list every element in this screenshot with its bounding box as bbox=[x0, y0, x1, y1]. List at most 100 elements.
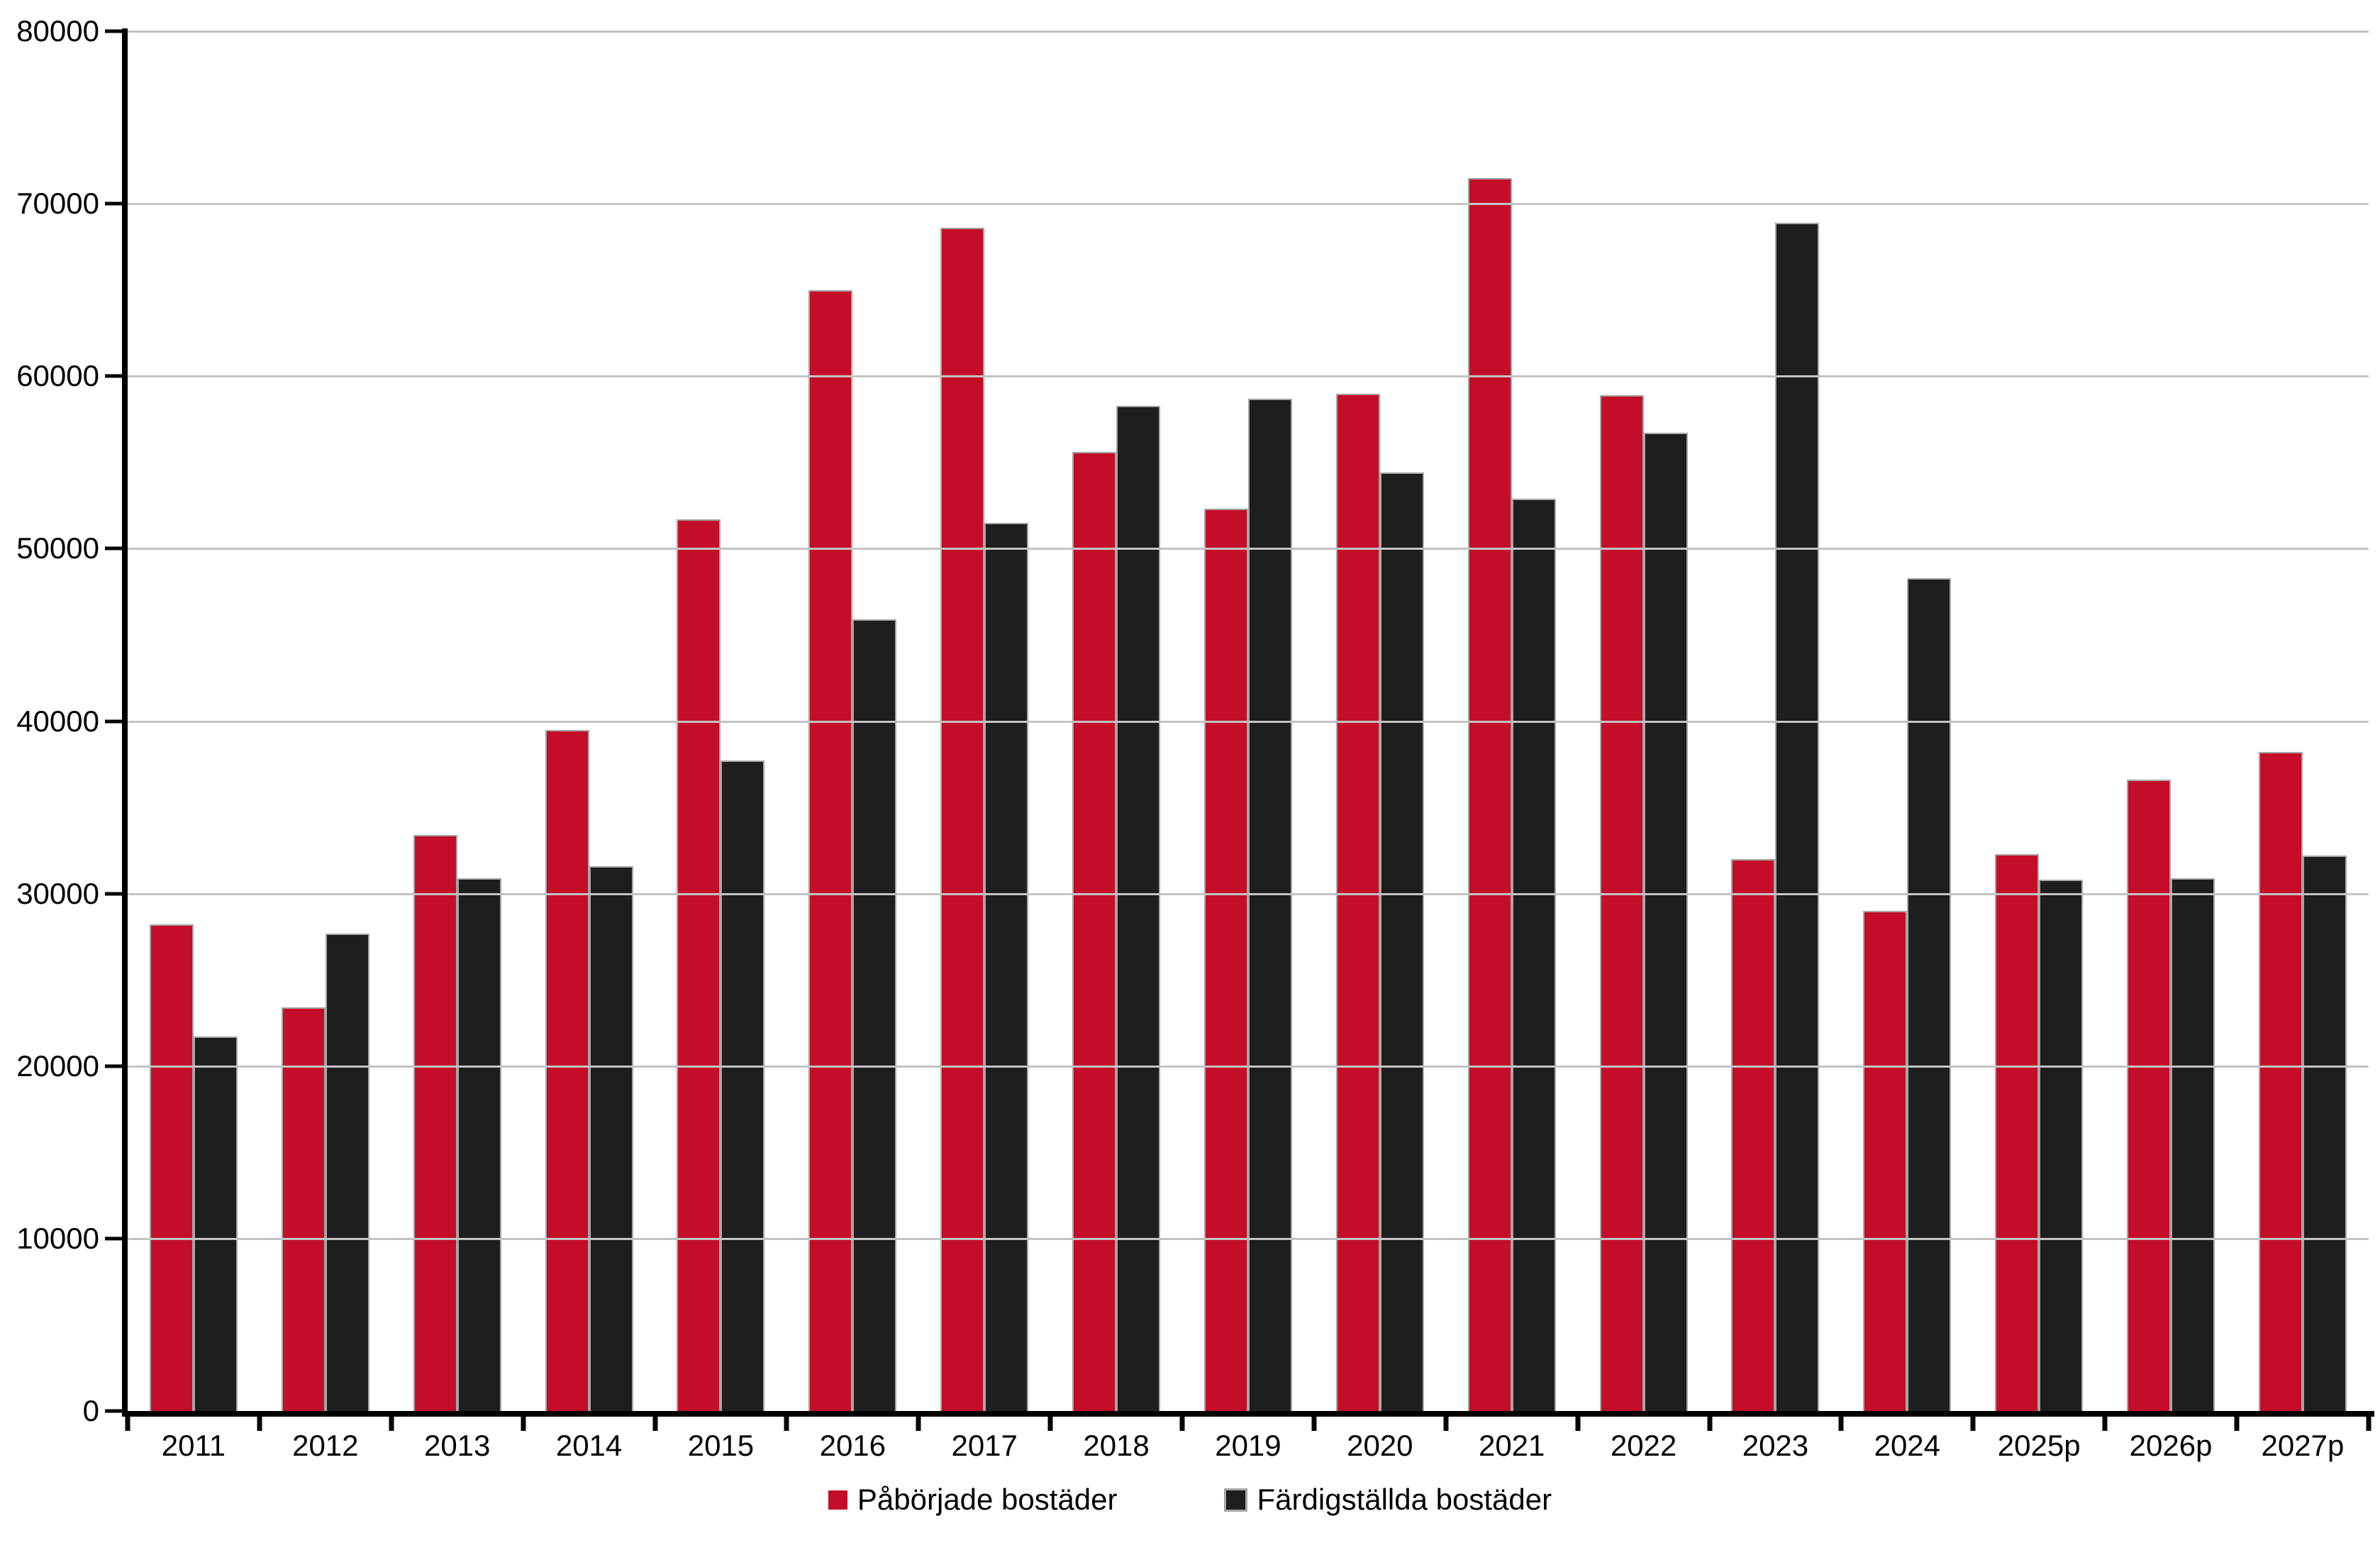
x-tick-label-2024: 2024 bbox=[1874, 1429, 1941, 1462]
x-tick-label-2026p: 2026p bbox=[2129, 1429, 2213, 1462]
plot-area bbox=[128, 31, 2369, 1411]
x-axis-labels: 2011 2012 2013 2014 2015 2016 2017 2018 2019 2020… bbox=[128, 1429, 2369, 1463]
y-axis-ticks bbox=[105, 29, 122, 1413]
gridline-80000 bbox=[128, 31, 2369, 33]
y-tick-mark bbox=[105, 29, 122, 33]
bar-påbörjade-2012 bbox=[281, 1007, 326, 1411]
bar-påbörjade-2013 bbox=[413, 834, 457, 1411]
y-tick-mark bbox=[105, 374, 122, 378]
x-tick-label-2016: 2016 bbox=[819, 1429, 886, 1462]
y-tick-label: 50000 bbox=[16, 531, 99, 565]
x-tick-mark bbox=[2234, 1417, 2240, 1431]
x-tick-mark bbox=[125, 1417, 130, 1431]
bar-påbörjade-2024 bbox=[1863, 910, 1908, 1411]
bar-group-2016 bbox=[786, 31, 918, 1411]
y-tick-label: 0 bbox=[82, 1394, 99, 1427]
x-tick-label-2020: 2020 bbox=[1347, 1429, 1413, 1462]
bar-påbörjade-2015 bbox=[677, 519, 721, 1411]
x-axis-line bbox=[122, 1411, 2374, 1417]
y-tick-mark bbox=[105, 719, 122, 723]
x-tick-label-2027p: 2027p bbox=[2261, 1429, 2345, 1462]
bar-group-2015 bbox=[655, 31, 787, 1411]
x-tick-mark bbox=[389, 1417, 394, 1431]
legend-label-completed: Färdigställda bostäder bbox=[1257, 1483, 1552, 1516]
bar-påbörjade-2019 bbox=[1203, 509, 1248, 1411]
bar-färdigställda-2014 bbox=[589, 865, 633, 1411]
x-tick-mark bbox=[521, 1417, 526, 1431]
y-tick-label: 40000 bbox=[16, 704, 99, 738]
bar-group-2020 bbox=[1314, 31, 1446, 1411]
x-tick-mark bbox=[2366, 1417, 2371, 1431]
gridline-20000 bbox=[128, 1065, 2369, 1068]
bar-group-2022 bbox=[1578, 31, 1710, 1411]
gridline-10000 bbox=[128, 1237, 2369, 1240]
bar-färdigställda-2024 bbox=[1907, 577, 1952, 1411]
bar-färdigställda-2015 bbox=[721, 760, 765, 1411]
y-tick-label: 10000 bbox=[16, 1221, 99, 1255]
x-tick-label-2015: 2015 bbox=[687, 1429, 755, 1462]
x-tick-mark bbox=[2102, 1417, 2108, 1431]
bar-group-2018 bbox=[1050, 31, 1182, 1411]
y-tick-mark bbox=[105, 1409, 122, 1413]
x-tick-mark bbox=[1311, 1417, 1317, 1431]
bar-färdigställda-2016 bbox=[852, 619, 897, 1411]
x-tick-label-2019: 2019 bbox=[1215, 1429, 1281, 1462]
x-tick-label-2012: 2012 bbox=[292, 1429, 359, 1462]
bar-påbörjade-2022 bbox=[1599, 395, 1644, 1411]
bar-group-2013 bbox=[391, 31, 523, 1411]
x-tick-label-2014: 2014 bbox=[555, 1429, 623, 1462]
bar-påbörjade-2018 bbox=[1072, 452, 1117, 1411]
x-tick-mark bbox=[1179, 1417, 1185, 1431]
x-tick-mark bbox=[257, 1417, 262, 1431]
x-tick-mark bbox=[1575, 1417, 1581, 1431]
bar-groups bbox=[128, 31, 2369, 1411]
bar-group-2027p bbox=[2237, 31, 2369, 1411]
bar-group-2025p bbox=[1973, 31, 2105, 1411]
legend: Påbörjade bostäder Färdigställda bostäde… bbox=[0, 1483, 2380, 1517]
bar-färdigställda-2013 bbox=[457, 878, 501, 1411]
x-tick-mark bbox=[916, 1417, 921, 1431]
gridline-70000 bbox=[128, 203, 2369, 206]
legend-swatch-started-icon bbox=[828, 1490, 847, 1510]
bar-påbörjade-2016 bbox=[808, 289, 853, 1411]
bar-group-2021 bbox=[1446, 31, 1578, 1411]
x-tick-label-2023: 2023 bbox=[1742, 1429, 1809, 1462]
bar-påbörjade-2014 bbox=[545, 729, 589, 1411]
bar-group-2024 bbox=[1841, 31, 1973, 1411]
y-axis-line bbox=[122, 28, 128, 1414]
bar-färdigställda-2020 bbox=[1379, 472, 1424, 1411]
bar-färdigställda-2022 bbox=[1643, 433, 1688, 1411]
x-tick-mark bbox=[1443, 1417, 1449, 1431]
gridline-60000 bbox=[128, 375, 2369, 378]
bar-färdigställda-2025p bbox=[2039, 880, 2084, 1411]
x-tick-label-2021: 2021 bbox=[1478, 1429, 1545, 1462]
bar-färdigställda-2023 bbox=[1775, 222, 1820, 1411]
bar-group-2019 bbox=[1182, 31, 1314, 1411]
bar-påbörjade-2011 bbox=[149, 924, 194, 1411]
y-tick-label: 60000 bbox=[16, 359, 99, 393]
bar-påbörjade-2020 bbox=[1335, 393, 1380, 1411]
y-tick-mark bbox=[105, 1064, 122, 1068]
bar-färdigställda-2021 bbox=[1511, 498, 1556, 1411]
x-tick-mark bbox=[1047, 1417, 1053, 1431]
x-tick-mark bbox=[1970, 1417, 1976, 1431]
bar-färdigställda-2018 bbox=[1116, 405, 1161, 1411]
gridline-30000 bbox=[128, 892, 2369, 895]
bar-group-2026p bbox=[2105, 31, 2237, 1411]
x-tick-label-2013: 2013 bbox=[423, 1429, 491, 1462]
x-tick-mark bbox=[652, 1417, 658, 1431]
bar-påbörjade-2025p bbox=[1995, 853, 2040, 1411]
x-tick-label-2022: 2022 bbox=[1610, 1429, 1677, 1462]
y-tick-mark bbox=[105, 546, 122, 550]
bar-group-2014 bbox=[523, 31, 655, 1411]
y-tick-mark bbox=[105, 892, 122, 896]
legend-item-completed: Färdigställda bostäder bbox=[1223, 1483, 1552, 1517]
legend-swatch-completed-icon bbox=[1223, 1488, 1247, 1512]
bar-färdigställda-2017 bbox=[984, 522, 1029, 1411]
bar-påbörjade-2017 bbox=[940, 228, 985, 1411]
y-tick-mark bbox=[105, 201, 122, 206]
y-tick-mark bbox=[105, 1236, 122, 1241]
bar-påbörjade-2021 bbox=[1467, 177, 1512, 1411]
bar-group-2011 bbox=[128, 31, 260, 1411]
